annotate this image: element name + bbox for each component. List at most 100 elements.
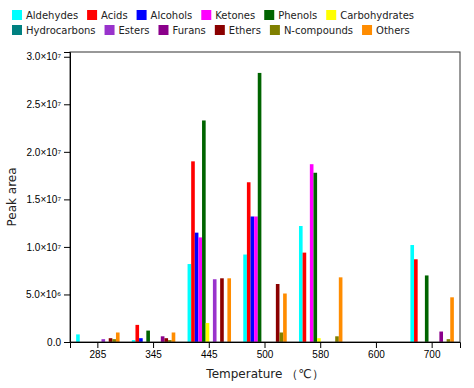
x-tick-mark (97, 342, 98, 348)
legend-item: Aldehydes (12, 10, 78, 21)
bar-series (161, 332, 443, 342)
x-tick: 285 (90, 342, 107, 360)
y-tick: 5.0×10⁶ (26, 289, 70, 300)
legend-label: N-compounds (284, 25, 353, 36)
bar (161, 336, 165, 342)
bar (243, 255, 247, 342)
legend-label: Esters (119, 25, 150, 36)
bar-series (139, 216, 254, 342)
bar (109, 338, 113, 342)
legend-item: Ketones (201, 10, 255, 21)
bar (414, 259, 418, 342)
bar (247, 182, 251, 342)
bar (279, 332, 283, 342)
bar (164, 338, 168, 342)
bar (191, 161, 195, 342)
y-tick-mark (64, 104, 70, 105)
bar (76, 334, 80, 342)
bar (303, 253, 307, 342)
legend-label: Ketones (215, 10, 255, 21)
y-tick-mark (64, 57, 70, 58)
y-tick: 2.5×10⁷ (27, 99, 70, 110)
x-tick-label: 345 (145, 349, 162, 360)
legend-label: Phenols (278, 10, 317, 21)
y-tick-label: 0.0 (47, 337, 61, 348)
x-tick-mark (265, 342, 266, 348)
x-axis: 285345445500580600700 (71, 342, 461, 360)
legend-label: Others (376, 25, 410, 36)
x-tick: 580 (312, 342, 329, 360)
y-tick-mark (64, 199, 70, 200)
bar (283, 294, 287, 342)
legend-label: Hydrocarbons (26, 25, 96, 36)
bar-series (112, 332, 450, 342)
bar (202, 120, 206, 342)
legend-swatch (362, 25, 372, 35)
bar (146, 331, 150, 342)
y-tick-label: 1.0×10⁷ (27, 242, 62, 253)
bar (276, 284, 280, 342)
legend-item: Others (362, 25, 410, 36)
x-tick-label: 285 (90, 349, 107, 360)
bars (76, 73, 454, 342)
bar (116, 332, 120, 342)
legend-swatch (12, 25, 22, 35)
legend-swatch (264, 10, 274, 20)
legend-label: Furans (172, 25, 205, 36)
bar (258, 73, 262, 342)
y-axis: 0.0 5.0×10⁶ 1.0×10⁷ 1.5×10⁷ 2.0×10⁷ 2.5×10⁷ 3.… (26, 51, 70, 347)
y-tick-label: 1.5×10⁷ (27, 194, 62, 205)
legend-label: Acids (101, 10, 128, 21)
x-axis-line (71, 343, 461, 349)
y-axis-line (64, 53, 71, 343)
bar (188, 264, 192, 342)
bar (135, 325, 139, 342)
legend-swatch (326, 10, 336, 20)
x-tick: 600 (368, 342, 385, 360)
bar (425, 275, 429, 342)
legend-swatch (201, 10, 211, 20)
x-tick-label: 700 (424, 349, 441, 360)
bar (195, 233, 199, 342)
x-tick-mark (209, 342, 210, 348)
x-tick: 700 (424, 342, 441, 360)
legend-swatch (105, 25, 115, 35)
legend-swatch (215, 25, 225, 35)
x-tick: 445 (201, 342, 218, 360)
x-axis-title: Temperature （℃） (205, 367, 323, 381)
legend-item: N-compounds (270, 25, 353, 36)
y-tick-mark (64, 294, 70, 295)
y-tick: 3.0×10⁷ (27, 51, 70, 62)
bar (299, 226, 303, 342)
bar (251, 216, 255, 342)
bar (410, 245, 414, 342)
bar (213, 279, 217, 342)
bar (439, 332, 443, 342)
bar (172, 332, 176, 342)
y-tick-label: 2.0×10⁷ (27, 147, 62, 158)
legend-item: Ethers (215, 25, 261, 36)
x-tick-mark (432, 342, 433, 348)
legend-swatch (137, 10, 147, 20)
legend-swatch (270, 25, 280, 35)
bar (313, 173, 317, 342)
bar (198, 237, 202, 342)
x-tick-label: 580 (312, 349, 329, 360)
bar (450, 297, 454, 342)
legend-item: Alcohols (137, 10, 193, 21)
legend-item: Carbohydrates (326, 10, 414, 21)
legend-item: Phenols (264, 10, 317, 21)
y-axis-title: Peak area (5, 167, 19, 226)
y-tick: 1.5×10⁷ (27, 194, 70, 205)
y-tick-mark (64, 247, 70, 248)
legend-label: Ethers (229, 25, 261, 36)
x-tick: 345 (145, 342, 162, 360)
bar (227, 278, 231, 342)
y-tick-mark (64, 342, 70, 343)
x-tick-mark (376, 342, 377, 348)
plot-area: 2853454455005806007000.05.0×10⁶1.0×10⁷1.… (26, 51, 460, 360)
y-tick: 1.0×10⁷ (27, 242, 70, 253)
bar-series (109, 278, 280, 342)
legend-item: Furans (158, 25, 205, 36)
legend-label: Carbohydrates (340, 10, 414, 21)
